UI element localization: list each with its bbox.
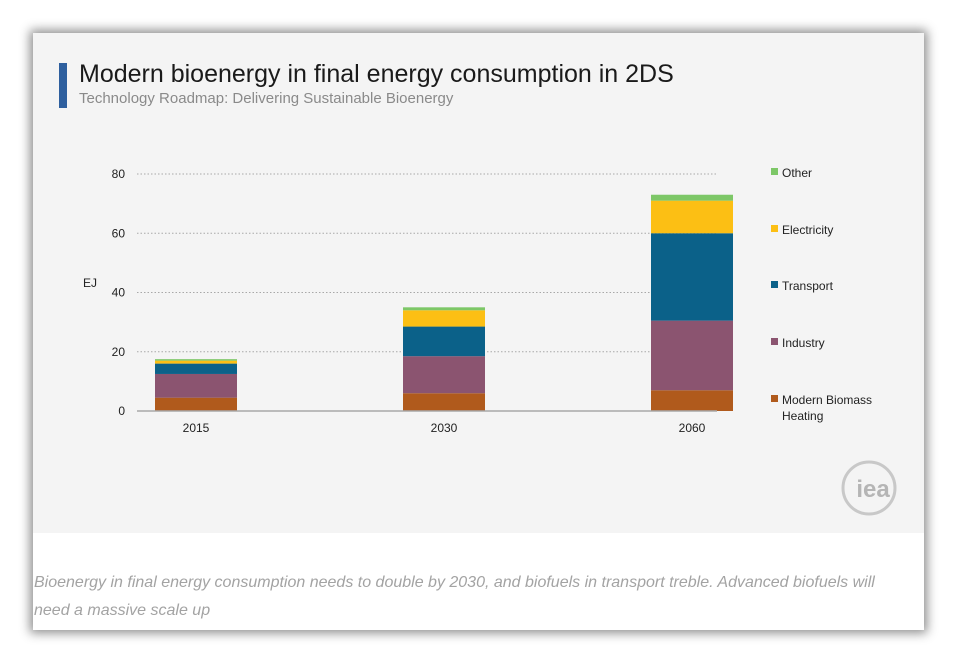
iea-logo-text: iea [856,476,890,503]
figure-caption: Bioenergy in final energy consumption ne… [34,574,875,619]
legend-swatch [771,225,778,232]
chart-subtitle: Technology Roadmap: Delivering Sustainab… [79,90,454,107]
y-tick-label: 20 [112,345,126,359]
y-tick-label: 0 [118,404,125,418]
chart-title: Modern bioenergy in final energy consump… [79,60,674,88]
legend-swatch [771,281,778,288]
bar-segment [155,360,237,364]
iea-logo-icon [841,460,897,516]
bar-segment [651,200,733,234]
figure-card: Modern bioenergy in final energy consump… [33,33,924,630]
bar-segment [651,390,733,411]
x-tick-label: 2030 [431,421,458,435]
chart-panel: Modern bioenergy in final energy consump… [33,33,924,533]
legend-label: Transport [782,279,834,293]
x-tick-label: 2060 [679,421,706,435]
legend-label: Industry [782,336,825,350]
bar-segment [155,373,237,398]
bar-segment [403,326,485,357]
bar-segment [403,356,485,394]
bar-segment [155,359,237,361]
legend-swatch [771,168,778,175]
bar-segment [651,233,733,321]
y-axis-label: EJ [83,276,97,290]
stacked-bar-chart: 0 20 40 60 80 EJ 2015 2030 2060 Other Electricity T… [83,166,897,516]
bar-segment [155,397,237,411]
y-tick-label: 60 [112,226,126,240]
bar-segment [403,310,485,327]
bar-segment [651,194,733,201]
bar-segment [403,393,485,411]
y-tick-label: 40 [112,286,126,300]
y-tick-label: 80 [112,167,126,181]
legend-label: Heating [782,409,823,423]
bar-segment [155,363,237,374]
legend-label: Other [782,166,812,180]
legend-label: Modern Biomass [782,393,872,407]
bar-segment [403,307,485,311]
legend-swatch [771,338,778,345]
title-accent-bar [59,63,67,108]
legend-label: Electricity [782,223,833,237]
x-tick-label: 2015 [183,421,210,435]
bar-segment [651,320,733,391]
legend-swatch [771,395,778,402]
